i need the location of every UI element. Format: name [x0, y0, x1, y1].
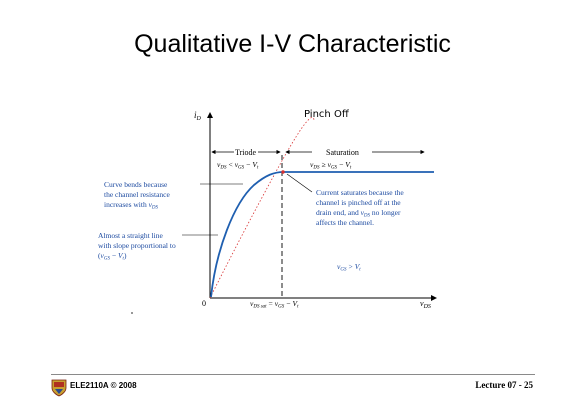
svg-text:the channel resistance: the channel resistance — [104, 190, 170, 199]
triode-label: Triode — [235, 148, 256, 157]
note-curve-bends: Curve bends because the channel resistan… — [104, 180, 170, 211]
triode-condition: vDS < vGS − Vt — [217, 160, 259, 171]
note-current-saturates: Current saturates because the channel is… — [316, 188, 404, 227]
iv-characteristic-diagram: iD vDS 0 Pinch Off Triode vDS < vGS − Vt Sat… — [94, 100, 444, 311]
svg-text:increases with vDS: increases with vDS — [104, 200, 159, 211]
svg-text:Almost a straight line: Almost a straight line — [98, 231, 163, 240]
lecture-footer: Lecture 07 - 25 — [475, 380, 533, 390]
note-saturates-leader — [287, 174, 312, 192]
svg-text:Curve bends because: Curve bends because — [104, 180, 168, 189]
saturation-condition: vDS ≥ vGS − Vt — [310, 160, 352, 171]
footer-divider — [51, 374, 535, 375]
svg-text:drain end, and vDS no longer: drain end, and vDS no longer — [316, 208, 401, 219]
pinch-off-locus — [210, 117, 314, 298]
vdssat-label: vDS sat = vGS − Vt — [250, 299, 299, 310]
y-axis-label: iD — [194, 110, 202, 122]
svg-text:(vGS − Vt): (vGS − Vt) — [98, 251, 127, 262]
svg-text:with slope proportional to: with slope proportional to — [98, 241, 176, 250]
pinch-off-point — [281, 170, 284, 173]
slide-title: Qualitative I-V Characteristic — [0, 30, 585, 59]
course-footer: ELE2110A © 2008 — [70, 381, 137, 390]
university-crest-icon — [51, 379, 67, 397]
x-axis-label: vDS — [420, 299, 431, 310]
svg-text:affects the channel.: affects the channel. — [316, 218, 374, 227]
vgs-condition: vGS > Vt — [337, 262, 361, 273]
stray-dot — [131, 312, 133, 314]
note-straight-line: Almost a straight line with slope propor… — [98, 231, 176, 262]
svg-text:channel is pinched off at the: channel is pinched off at the — [316, 198, 401, 207]
svg-text:Current saturates because the: Current saturates because the — [316, 188, 404, 197]
saturation-label: Saturation — [326, 148, 359, 157]
pinch-off-label: Pinch Off — [304, 109, 350, 120]
origin-label: 0 — [202, 299, 206, 308]
